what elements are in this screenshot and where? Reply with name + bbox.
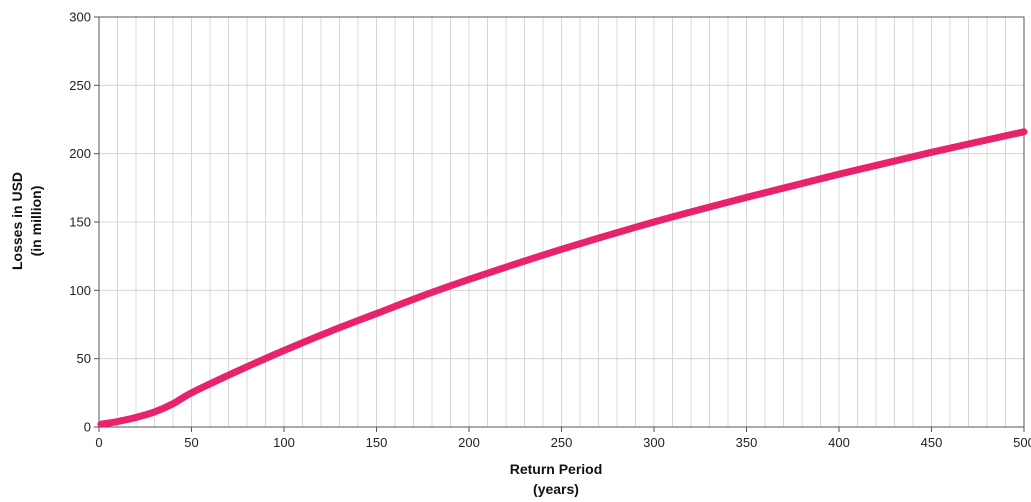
y-axis-title-line2: (in million)	[28, 186, 44, 257]
y-tick-label: 250	[69, 78, 91, 93]
x-tick-label: 0	[95, 435, 102, 450]
x-tick-label: 450	[921, 435, 943, 450]
x-tick-labels: 0 50 100 150 200 250 300 350 400 450 500	[95, 427, 1031, 450]
x-tick-label: 500	[1013, 435, 1031, 450]
y-tick-label: 100	[69, 283, 91, 298]
x-tick-label: 50	[184, 435, 198, 450]
x-tick-label: 150	[366, 435, 388, 450]
x-tick-label: 250	[551, 435, 573, 450]
y-tick-labels: 0 50 100 150 200 250 300	[69, 10, 99, 435]
x-tick-label: 100	[273, 435, 295, 450]
y-tick-label: 200	[69, 146, 91, 161]
x-tick-label: 300	[643, 435, 665, 450]
series-line-group	[97, 128, 1028, 428]
y-tick-label: 0	[84, 420, 91, 435]
x-tick-label: 350	[736, 435, 758, 450]
x-axis-title-line1: Return Period	[510, 461, 603, 477]
series-line	[97, 128, 1028, 428]
y-tick-label: 300	[69, 10, 91, 25]
x-tick-label: 400	[828, 435, 850, 450]
y-tick-label: 150	[69, 215, 91, 230]
x-tick-label: 200	[458, 435, 480, 450]
y-tick-label: 50	[77, 351, 91, 366]
y-axis-title-line1: Losses in USD	[9, 172, 25, 270]
x-axis-title-line2: (years)	[533, 481, 579, 497]
